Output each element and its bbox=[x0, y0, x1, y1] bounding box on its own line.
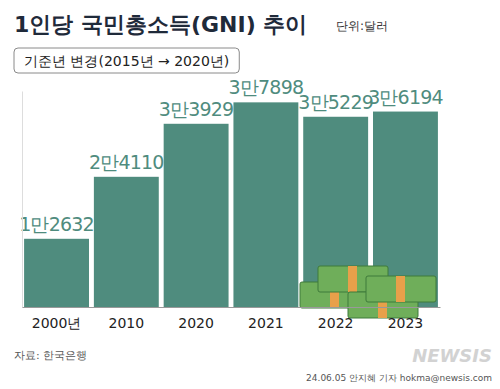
x-tick-label: 2010 bbox=[109, 315, 145, 331]
y-axis-line bbox=[22, 92, 23, 308]
x-tick: 2022 bbox=[318, 307, 354, 331]
unit-label: 단위:달러 bbox=[336, 19, 388, 33]
background bbox=[0, 0, 500, 389]
x-tick: 2023 bbox=[388, 307, 424, 331]
x-tick-label: 2022 bbox=[318, 315, 354, 331]
bar bbox=[94, 177, 159, 307]
x-tick: 2000년 bbox=[32, 307, 82, 331]
x-tick-label: 2021 bbox=[248, 315, 284, 331]
watermark: NEWSIS bbox=[412, 345, 492, 366]
bar bbox=[233, 102, 298, 307]
data-label: 3만5229 bbox=[298, 91, 373, 113]
subtitle-frame bbox=[14, 48, 239, 73]
x-tick-label: 2000년 bbox=[32, 315, 82, 331]
data-label: 1만2632 bbox=[19, 213, 94, 235]
byline: 24.06.05 안지혜 기자 hokma@newsis.com bbox=[306, 373, 492, 383]
x-tick-label: 2023 bbox=[388, 315, 424, 331]
x-axis: 2000년 2010 2020 2021 2022 2023 bbox=[23, 307, 441, 331]
data-label: 3만3929 bbox=[159, 98, 234, 120]
x-tick-label: 2020 bbox=[178, 315, 214, 331]
x-tick: 2010 bbox=[109, 307, 145, 331]
source: 자료: 한국은행 bbox=[14, 349, 87, 362]
data-label: 2만4110 bbox=[89, 151, 164, 173]
data-label: 3만6194 bbox=[368, 86, 443, 108]
x-axis-line bbox=[23, 307, 441, 308]
money-stack bbox=[366, 276, 436, 302]
money-band bbox=[348, 266, 357, 292]
bar bbox=[164, 124, 229, 307]
bar bbox=[24, 239, 89, 307]
subtitle: 기준년 변경(2015년 → 2020년) bbox=[24, 53, 229, 69]
subtitle-box: 기준년 변경(2015년 → 2020년) bbox=[14, 48, 239, 73]
x-tick: 2020 bbox=[178, 307, 214, 331]
money-band bbox=[396, 276, 405, 302]
bars bbox=[24, 102, 438, 307]
title: 1인당 국민총소득(GNI) 추이 bbox=[14, 12, 307, 37]
money-illustration bbox=[300, 266, 436, 318]
y-axis bbox=[22, 92, 23, 308]
x-tick: 2021 bbox=[248, 307, 284, 331]
data-labels: 1만2632 2만4110 3만39293만78983만52293만6194 bbox=[19, 76, 443, 234]
data-label: 3만7898 bbox=[229, 76, 304, 98]
chart: 1인당 국민총소득(GNI) 추이 단위:달러기준년 변경(2015년 → 202… bbox=[0, 0, 500, 389]
